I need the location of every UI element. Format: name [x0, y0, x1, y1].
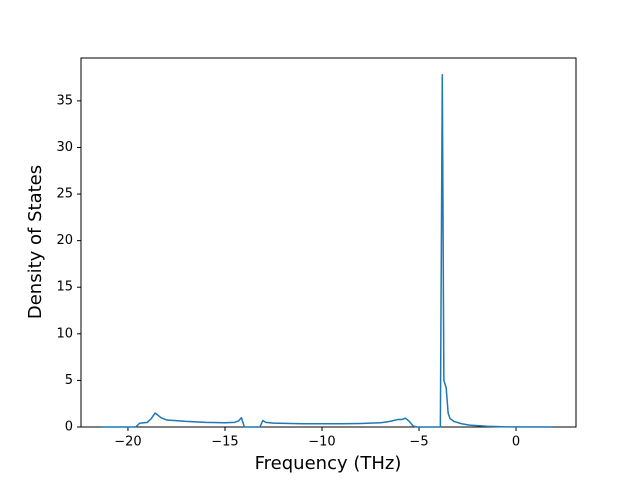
y-tick-label: 30: [56, 140, 73, 155]
x-tick-label: −5: [409, 435, 428, 450]
y-tick-label: 15: [56, 280, 73, 295]
y-tick-label: 10: [56, 326, 73, 341]
x-tick-label: −10: [308, 435, 335, 450]
y-tick-label: 0: [65, 420, 73, 435]
line-series: [100, 74, 553, 428]
x-axis-label: Frequency (THz): [255, 453, 402, 474]
y-tick-label: 5: [65, 373, 73, 388]
x-tick-label: −20: [114, 435, 141, 450]
x-tick-label: 0: [512, 435, 520, 450]
plot-frame: [80, 57, 577, 428]
y-axis-label: Density of States: [25, 165, 46, 319]
y-tick-label: 25: [56, 187, 73, 202]
y-tick-label: 35: [56, 93, 73, 108]
y-tick-label: 20: [56, 233, 73, 248]
x-tick-label: −15: [211, 435, 238, 450]
